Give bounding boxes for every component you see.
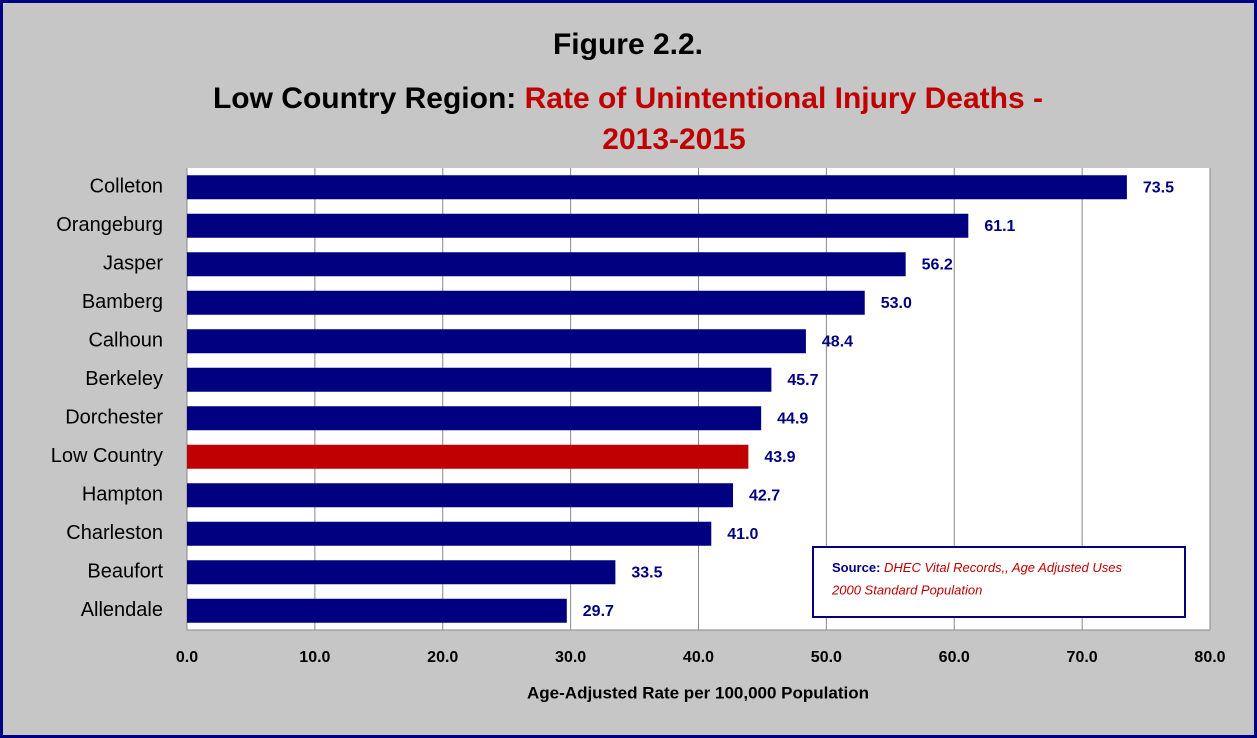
source-text: DHEC Vital Records,, Age Adjusted Uses [884,560,1122,575]
x-tick-label: 30.0 [555,649,586,666]
bar [187,598,567,623]
category-label: Hampton [82,484,163,506]
bar [187,521,712,546]
value-label: 61.1 [984,218,1015,235]
category-label: Colleton [90,176,163,198]
value-label: 48.4 [822,333,853,350]
category-label: Orangeburg [56,214,163,236]
x-tick-label: 80.0 [1194,649,1225,666]
value-label: 53.0 [881,295,912,312]
x-tick-label: 20.0 [427,649,458,666]
value-label: 43.9 [764,449,795,466]
category-label: Charleston [66,522,163,544]
x-axis-label: Age-Adjusted Rate per 100,000 Population [527,683,869,702]
subtitle-highlight: Rate of Unintentional Injury Deaths - [525,82,1043,115]
bar [187,213,969,238]
chart-title: Figure 2.2. [553,28,703,61]
source-text: 2000 Standard Population [831,582,982,597]
bar [187,252,906,277]
category-label: Allendale [81,599,163,621]
value-label: 29.7 [583,603,614,620]
category-label: Calhoun [88,330,163,352]
bar [187,175,1127,200]
x-tick-label: 10.0 [299,649,330,666]
bar [187,444,749,469]
category-label: Jasper [103,253,163,275]
bar [187,329,806,354]
subtitle-highlight: 2013-2015 [602,123,745,156]
value-label: 33.5 [631,564,662,581]
category-label: Dorchester [65,407,163,429]
value-label: 56.2 [922,256,953,273]
x-tick-label: 50.0 [811,649,842,666]
value-label: 41.0 [727,526,758,543]
x-tick-label: 70.0 [1067,649,1098,666]
category-label: Low Country [51,445,163,467]
source-note: Source: DHEC Vital Records,, Age Adjuste… [832,560,1122,575]
bar [187,367,772,392]
value-label: 44.9 [777,410,808,427]
bar [187,483,734,508]
x-tick-label: 0.0 [176,649,198,666]
value-label: 45.7 [787,372,818,389]
category-label: Beaufort [87,561,163,583]
bar [187,406,762,431]
category-label: Berkeley [85,368,163,390]
bar [187,560,616,585]
source-box [812,546,1186,618]
value-label: 42.7 [749,487,780,504]
x-tick-label: 60.0 [939,649,970,666]
category-label: Bamberg [82,291,163,313]
value-label: 73.5 [1143,179,1174,196]
bar [187,290,865,315]
subtitle-prefix: Low Country Region: [213,82,516,115]
x-tick-label: 40.0 [683,649,714,666]
chart-subtitle: Low Country Region: Rate of Unintentiona… [213,82,1043,115]
source-label: Source: [832,560,880,575]
